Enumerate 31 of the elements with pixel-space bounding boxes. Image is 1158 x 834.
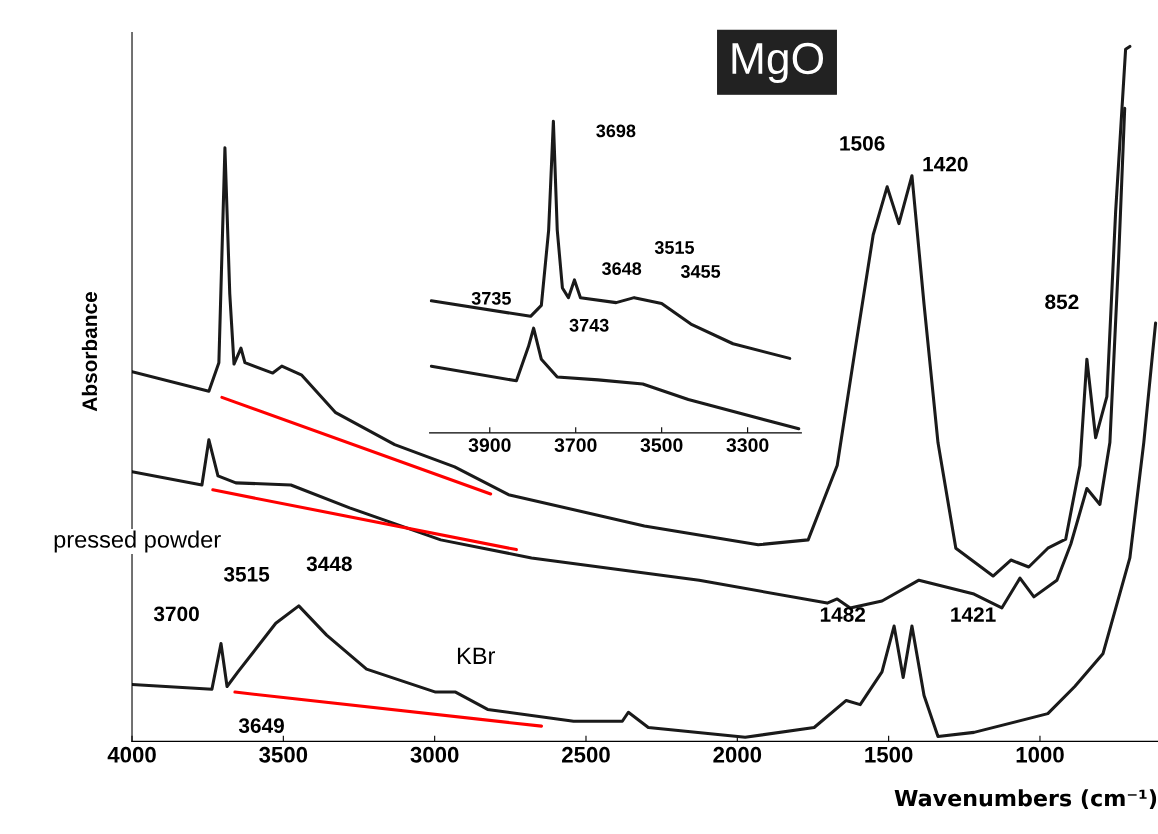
text: pressed powder [54, 530, 221, 553]
annotation: 3515 [654, 241, 695, 254]
x-tick-label: 2500 [562, 746, 610, 763]
x-tick-label: 3000 [410, 746, 459, 763]
x-tick-label: 3700 [554, 438, 597, 453]
x-tick-label: 4000 [107, 746, 156, 763]
x-tick-label: 3500 [640, 438, 683, 453]
annotation: 1420 [923, 156, 968, 172]
annotation: 3515 [223, 566, 270, 582]
annotation: 3649 [238, 718, 284, 734]
annotation: 3698 [596, 124, 636, 138]
x-tick-label: 3300 [726, 438, 769, 453]
annotation: 3735 [471, 291, 511, 305]
annotation: 1506 [840, 135, 885, 151]
x-tick-label: 1000 [1016, 746, 1064, 763]
x-tick-label: 1500 [865, 746, 913, 763]
annotation: 3743 [569, 318, 609, 332]
annotation: 3648 [601, 262, 642, 276]
annotation: 3455 [680, 265, 721, 278]
annotation: 3448 [306, 556, 352, 572]
x-axis-title: Wavenumbers (cm⁻¹) [894, 789, 1157, 810]
y-axis-title: Absorbance [81, 292, 98, 412]
annotation: 852 [1045, 294, 1079, 310]
annotation: 1482 [820, 607, 866, 622]
series-label: KBr [457, 647, 496, 664]
x-tick-label: 3500 [259, 746, 308, 763]
annotation: 3700 [153, 606, 199, 622]
x-tick-label: 2000 [713, 746, 762, 763]
annotation: 1421 [951, 607, 996, 622]
x-tick-label: 3900 [468, 438, 511, 453]
chart-title: MgO [732, 42, 824, 84]
